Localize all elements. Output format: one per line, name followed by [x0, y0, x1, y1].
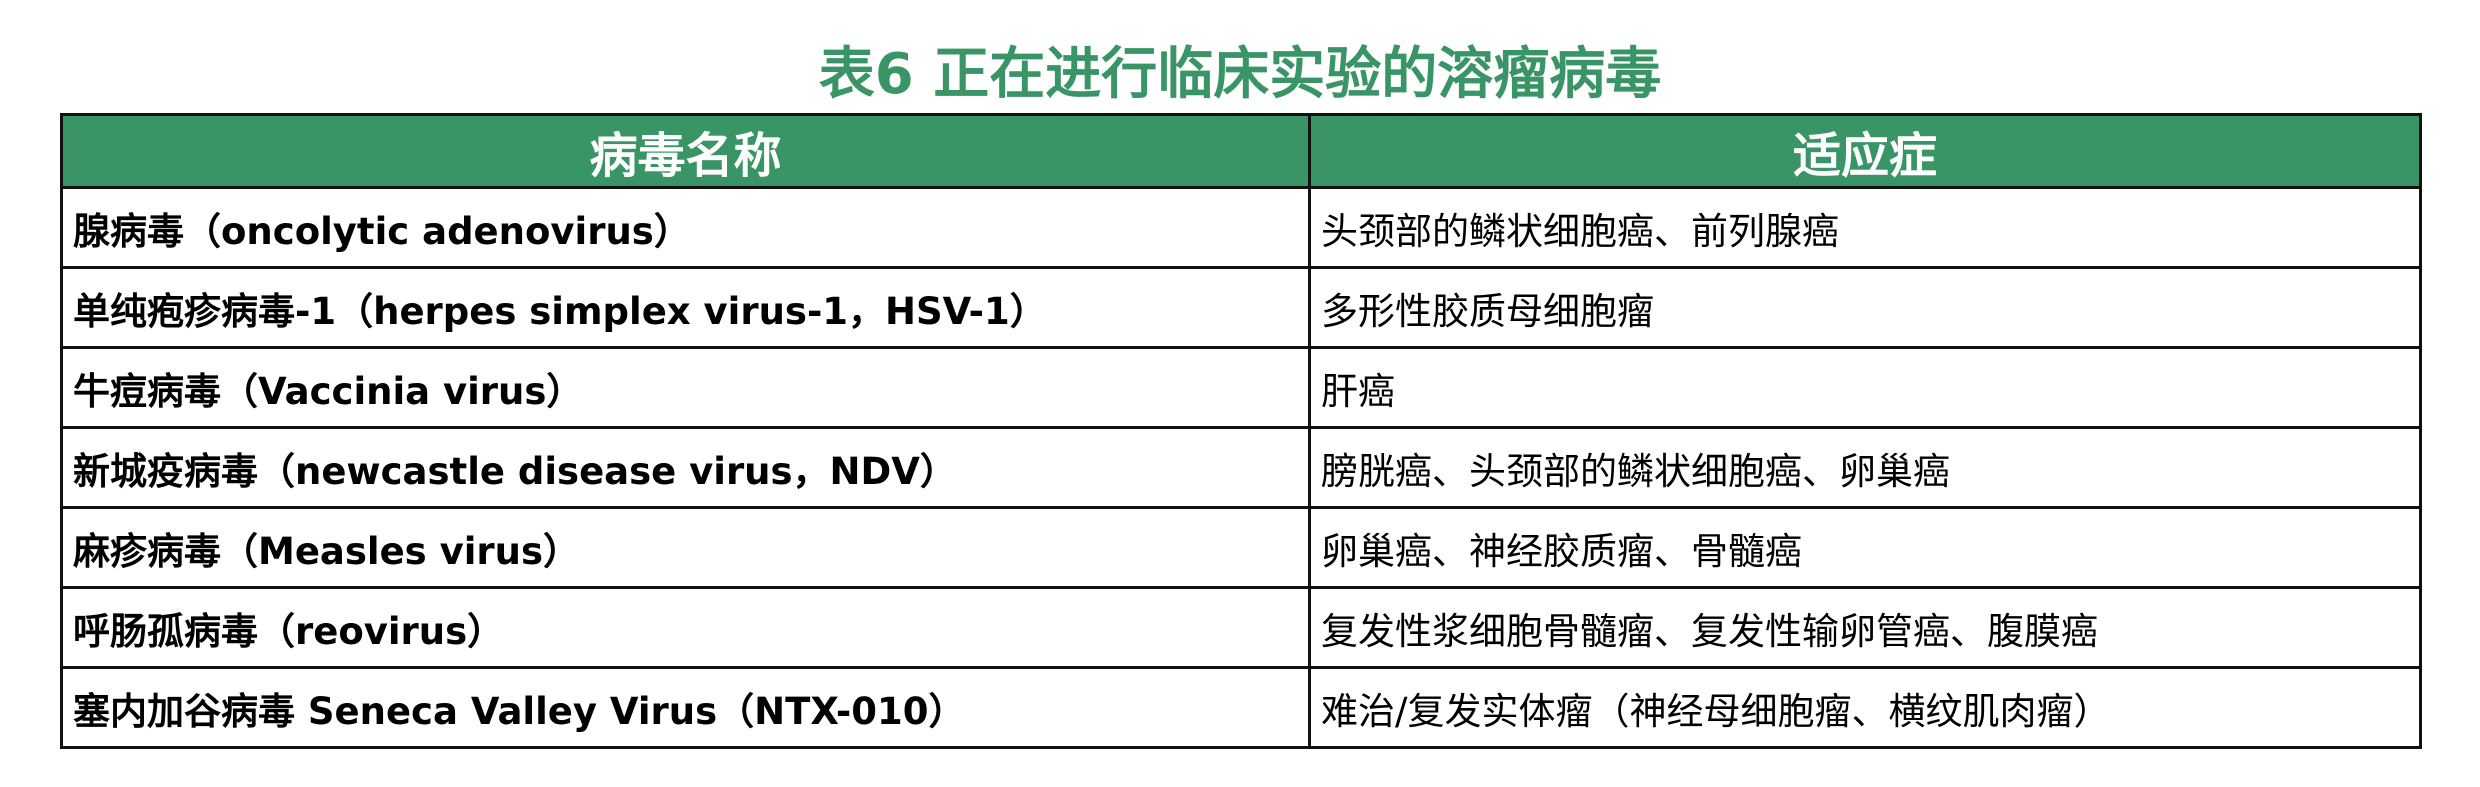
virus-name-cell: 麻疹病毒（Measles virus） — [60, 506, 1311, 589]
header-row: 病毒名称 适应症 — [60, 113, 2422, 189]
column-header-indication: 适应症 — [1308, 113, 2422, 189]
virus-name-cell: 新城疫病毒（newcastle disease virus，NDV） — [60, 426, 1311, 509]
table-row: 腺病毒（oncolytic adenovirus） 头颈部的鳞状细胞癌、前列腺癌 — [60, 186, 2422, 269]
table-row: 单纯疱疹病毒-1（herpes simplex virus-1，HSV-1） 多形… — [60, 266, 2422, 349]
virus-name-cell: 单纯疱疹病毒-1（herpes simplex virus-1，HSV-1） — [60, 266, 1311, 349]
virus-name-cell: 塞内加谷病毒 Seneca Valley Virus（NTX-010） — [60, 666, 1311, 749]
virus-name-cell: 呼肠孤病毒（reovirus） — [60, 586, 1311, 669]
table-row: 牛痘病毒（Vaccinia virus） 肝癌 — [60, 346, 2422, 429]
indication-cell: 卵巢癌、神经胶质瘤、骨髓癌 — [1308, 506, 2422, 589]
table-row: 塞内加谷病毒 Seneca Valley Virus（NTX-010） 难治/复发… — [60, 666, 2422, 749]
indication-cell: 肝癌 — [1308, 346, 2422, 429]
indication-cell: 头颈部的鳞状细胞癌、前列腺癌 — [1308, 186, 2422, 269]
indication-cell: 多形性胶质母细胞瘤 — [1308, 266, 2422, 349]
table-title: 表6 正在进行临床实验的溶瘤病毒 — [818, 42, 1662, 107]
indication-cell: 复发性浆细胞骨髓瘤、复发性输卵管癌、腹膜癌 — [1308, 586, 2422, 669]
indication-cell: 难治/复发实体瘤（神经母细胞瘤、横纹肌肉瘤） — [1308, 666, 2422, 749]
oncolytic-virus-table: 病毒名称 适应症 腺病毒（oncolytic adenovirus） 头颈部的鳞状… — [60, 113, 2422, 749]
virus-name-cell: 腺病毒（oncolytic adenovirus） — [60, 186, 1311, 269]
table-row: 麻疹病毒（Measles virus） 卵巢癌、神经胶质瘤、骨髓癌 — [60, 506, 2422, 589]
table-row: 呼肠孤病毒（reovirus） 复发性浆细胞骨髓瘤、复发性输卵管癌、腹膜癌 — [60, 586, 2422, 669]
column-header-virus-name: 病毒名称 — [60, 113, 1311, 189]
indication-cell: 膀胱癌、头颈部的鳞状细胞癌、卵巢癌 — [1308, 426, 2422, 509]
virus-name-cell: 牛痘病毒（Vaccinia virus） — [60, 346, 1311, 429]
table-row: 新城疫病毒（newcastle disease virus，NDV） 膀胱癌、头颈… — [60, 426, 2422, 509]
